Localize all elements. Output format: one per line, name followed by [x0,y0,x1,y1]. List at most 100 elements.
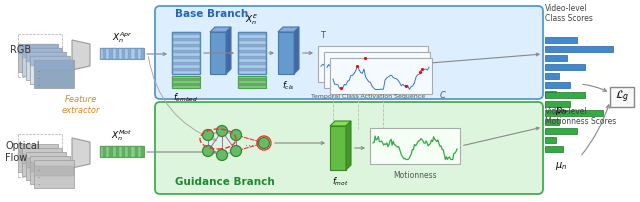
Bar [545,82,570,88]
Bar [103,48,106,59]
Bar [34,166,74,176]
Text: ·
·
·: · · · [37,168,39,188]
Bar [172,86,200,88]
Bar [128,48,131,59]
Text: Temporal Class Activation Sequence: Temporal Class Activation Sequence [311,94,425,99]
Bar [172,68,200,71]
Bar [103,146,106,157]
Bar [238,68,266,71]
Circle shape [259,138,269,148]
Text: Video-level
Motionness Scores: Video-level Motionness Scores [545,107,616,126]
Bar [238,83,266,86]
Text: Video-level
Class Scores: Video-level Class Scores [545,4,593,23]
Bar [30,56,70,84]
Polygon shape [278,27,299,32]
Bar [125,146,128,157]
Bar [238,86,266,88]
Bar [172,59,200,62]
Bar [30,156,70,184]
Circle shape [216,149,227,161]
Text: $\mathcal{L}_g$: $\mathcal{L}_g$ [615,89,629,105]
Bar [545,128,577,134]
Bar [30,162,70,172]
Bar [34,160,74,188]
Text: T: T [320,31,325,40]
Circle shape [230,145,241,157]
Bar [18,44,58,54]
Polygon shape [330,121,351,126]
Bar [238,59,266,62]
Bar [545,119,559,125]
Bar [134,48,138,59]
Bar [18,144,58,172]
Bar [172,47,200,50]
Bar [545,91,556,97]
FancyBboxPatch shape [155,102,543,194]
Circle shape [216,125,227,137]
Bar [238,78,266,81]
Bar [113,48,116,59]
Circle shape [202,145,214,157]
Bar [238,53,266,56]
Bar [238,81,266,83]
Bar [172,83,200,86]
Bar [100,146,144,157]
Bar [100,48,103,59]
Bar [134,146,138,157]
Bar [545,37,577,43]
Bar [30,56,70,66]
Bar [141,48,144,59]
Text: $X_n^{Mot}$: $X_n^{Mot}$ [111,128,132,143]
Bar [545,92,584,98]
Text: $f_{cls}$: $f_{cls}$ [282,80,294,93]
Text: $p_n$: $p_n$ [555,105,567,117]
Bar [172,53,200,56]
Bar [34,60,74,70]
Bar [238,76,266,78]
Text: Guidance Branch: Guidance Branch [175,177,275,187]
Bar [330,126,346,170]
Bar [106,146,109,157]
Bar [26,152,66,180]
Bar [545,55,566,61]
Bar [172,56,200,59]
Bar [318,46,428,82]
Bar [172,76,200,78]
Bar [172,38,200,41]
Bar [22,48,62,58]
Bar [545,46,613,52]
Bar [122,48,125,59]
Text: C: C [440,92,446,101]
Bar [26,52,66,62]
Bar [128,146,131,157]
Bar [238,50,266,53]
Bar [138,146,141,157]
Bar [172,35,200,38]
Bar [238,44,266,47]
Bar [238,35,266,38]
Bar [22,48,62,76]
Polygon shape [294,27,299,74]
Bar [278,32,294,74]
Bar [22,154,62,164]
Text: Base Branch: Base Branch [175,9,248,19]
Text: $X_n^E$: $X_n^E$ [245,12,259,27]
Circle shape [230,129,241,141]
Bar [172,41,200,44]
Text: $f_{embed}$: $f_{embed}$ [173,92,198,104]
Bar [172,50,200,53]
Bar [324,52,430,88]
Bar [22,148,62,176]
Bar [172,81,200,83]
Circle shape [202,129,214,141]
Bar [238,47,266,50]
Bar [106,48,109,59]
Bar [125,48,128,59]
Bar [109,146,113,157]
Bar [330,58,432,94]
Bar [545,64,584,70]
Bar [172,32,200,35]
Text: $\mu_n$: $\mu_n$ [555,160,567,172]
Bar [18,44,58,72]
Bar [238,56,266,59]
